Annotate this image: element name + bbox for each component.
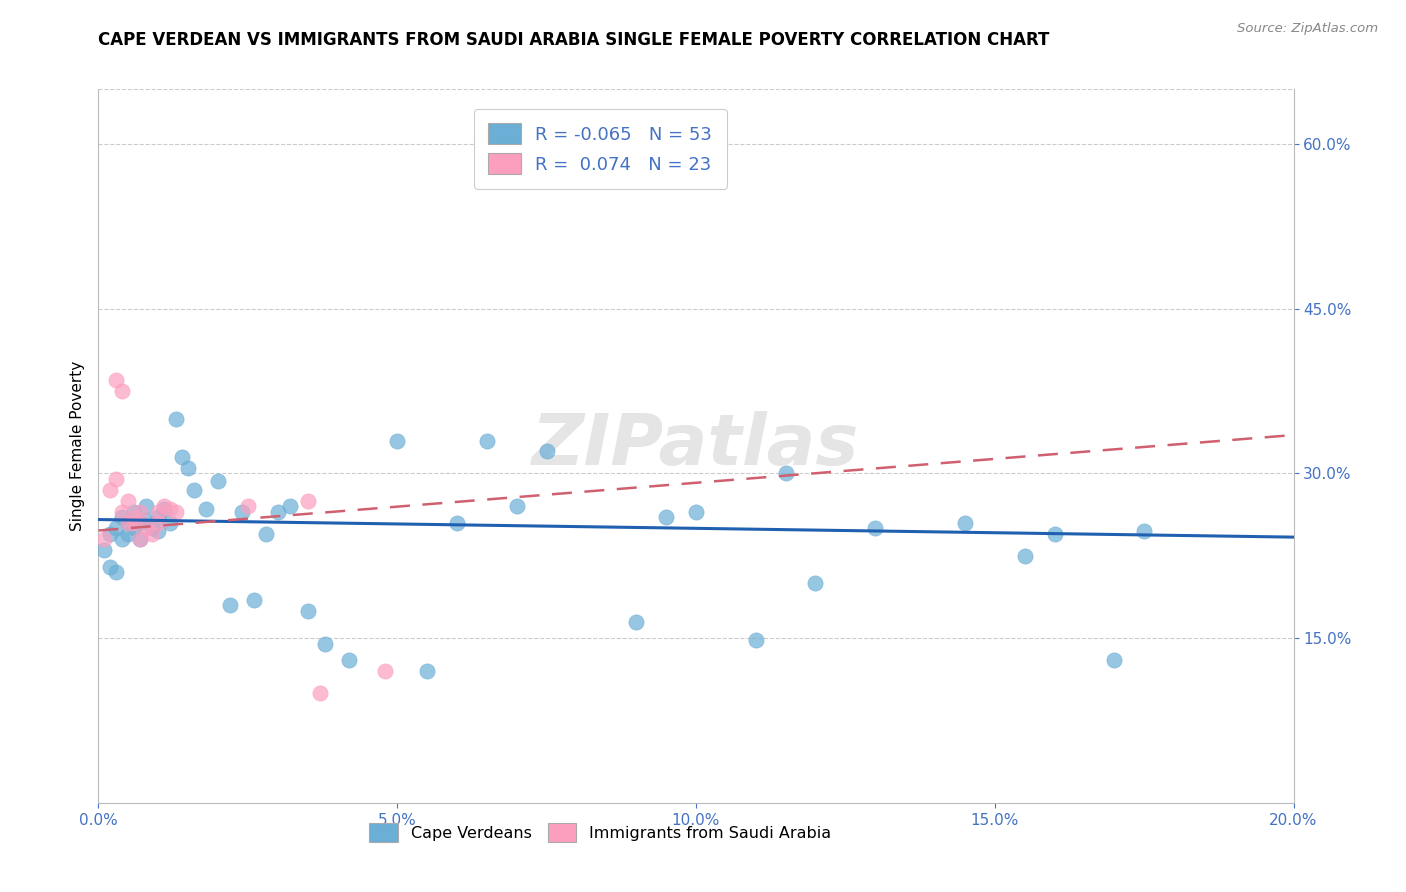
Point	[129, 516, 152, 530]
Point	[165, 411, 187, 425]
Point	[339, 653, 361, 667]
Point	[117, 516, 139, 530]
Point	[129, 533, 152, 547]
Point	[267, 505, 290, 519]
Point	[172, 450, 194, 464]
Point	[159, 516, 181, 530]
Point	[297, 494, 319, 508]
Text: CAPE VERDEAN VS IMMIGRANTS FROM SAUDI ARABIA SINGLE FEMALE POVERTY CORRELATION C: CAPE VERDEAN VS IMMIGRANTS FROM SAUDI AR…	[98, 31, 1050, 49]
Point	[105, 373, 128, 387]
Point	[148, 505, 170, 519]
Point	[315, 637, 337, 651]
Point	[243, 592, 266, 607]
Point	[804, 576, 827, 591]
Point	[129, 533, 152, 547]
Text: ZIPatlas: ZIPatlas	[533, 411, 859, 481]
Point	[1043, 526, 1066, 541]
Point	[231, 505, 253, 519]
Point	[953, 516, 976, 530]
Point	[475, 434, 498, 448]
Point	[165, 505, 187, 519]
Point	[159, 501, 181, 516]
Point	[93, 543, 115, 558]
Point	[129, 505, 152, 519]
Point	[117, 516, 139, 530]
Point	[865, 521, 887, 535]
Point	[536, 444, 558, 458]
Point	[98, 559, 122, 574]
Point	[195, 501, 218, 516]
Point	[124, 505, 146, 519]
Point	[117, 494, 139, 508]
Point	[153, 500, 176, 514]
Point	[385, 434, 409, 448]
Point	[148, 524, 170, 538]
Point	[207, 474, 229, 488]
Point	[135, 500, 157, 514]
Point	[219, 598, 242, 612]
Point	[135, 512, 157, 526]
Point	[124, 521, 146, 535]
Point	[374, 664, 396, 678]
Point	[183, 483, 205, 497]
Point	[98, 526, 122, 541]
Point	[141, 526, 163, 541]
Point	[111, 505, 134, 519]
Point	[148, 516, 170, 530]
Point	[446, 516, 468, 530]
Point	[236, 500, 259, 514]
Point	[1014, 549, 1036, 563]
Legend: Cape Verdeans, Immigrants from Saudi Arabia: Cape Verdeans, Immigrants from Saudi Ara…	[363, 817, 838, 848]
Point	[105, 472, 128, 486]
Point	[98, 483, 122, 497]
Point	[93, 533, 115, 547]
Point	[685, 505, 707, 519]
Point	[124, 516, 146, 530]
Point	[278, 500, 301, 514]
Point	[308, 686, 330, 700]
Point	[111, 510, 134, 524]
Point	[745, 633, 768, 648]
Point	[117, 526, 139, 541]
Point	[141, 521, 163, 535]
Point	[148, 510, 170, 524]
Point	[111, 384, 134, 398]
Point	[416, 664, 439, 678]
Point	[626, 615, 648, 629]
Point	[254, 526, 277, 541]
Point	[105, 521, 128, 535]
Point	[297, 604, 319, 618]
Point	[1104, 653, 1126, 667]
Point	[177, 461, 200, 475]
Point	[775, 467, 797, 481]
Point	[153, 501, 176, 516]
Text: Source: ZipAtlas.com: Source: ZipAtlas.com	[1237, 22, 1378, 36]
Y-axis label: Single Female Poverty: Single Female Poverty	[69, 361, 84, 531]
Point	[124, 510, 146, 524]
Point	[105, 566, 128, 580]
Point	[111, 533, 134, 547]
Point	[135, 521, 157, 535]
Point	[655, 510, 678, 524]
Point	[1133, 524, 1156, 538]
Point	[506, 500, 529, 514]
